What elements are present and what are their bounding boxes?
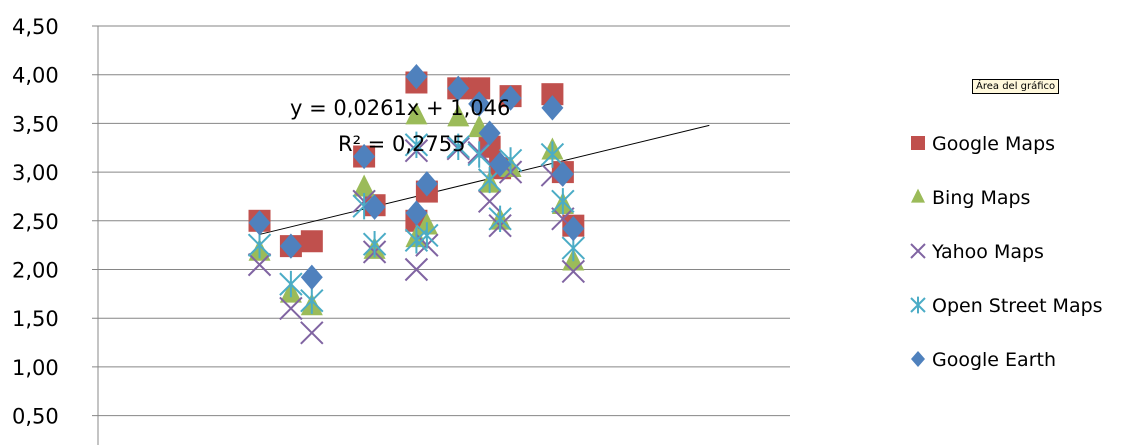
data-point <box>405 63 428 90</box>
legend-label: Open Street Maps <box>932 295 1103 317</box>
data-point <box>489 151 512 177</box>
legend-marker <box>910 243 926 259</box>
data-point <box>541 83 564 106</box>
legend-label: Google Maps <box>932 133 1055 155</box>
legend-item[interactable]: Yahoo Maps <box>910 241 1044 263</box>
trendline-r2: R² = 0,2755 <box>338 132 465 156</box>
data-point <box>551 188 575 215</box>
legend[interactable]: Google Maps Bing Maps Yahoo Maps Open Stree… <box>910 133 1103 371</box>
data-point <box>478 135 501 158</box>
data-point <box>447 75 470 101</box>
data-point <box>353 143 376 170</box>
y-tick-label: 4,00 <box>12 64 59 88</box>
legend-marker <box>911 350 925 368</box>
data-point <box>477 189 502 214</box>
y-tick-label: 3,00 <box>12 161 59 185</box>
data-point <box>405 102 428 125</box>
data-point <box>540 141 565 168</box>
data-point <box>279 270 303 298</box>
data-point <box>300 321 324 345</box>
data-point <box>467 141 491 168</box>
legend-marker <box>911 188 925 203</box>
y-tick-label: 4,50 <box>12 15 59 39</box>
legend-label: Bing Maps <box>932 187 1030 209</box>
data-points <box>247 63 586 345</box>
data-point <box>541 95 564 121</box>
data-point <box>561 259 586 284</box>
legend-item[interactable]: Google Maps <box>911 133 1055 155</box>
data-point <box>446 133 470 160</box>
y-tick-label: 3,50 <box>12 112 59 136</box>
data-point <box>468 91 491 117</box>
data-point <box>363 194 386 220</box>
y-tick-label: 2,00 <box>12 259 59 283</box>
y-tick-label: 0,50 <box>12 405 59 429</box>
legend-item[interactable]: Bing Maps <box>911 187 1030 209</box>
legend-marker <box>910 296 926 314</box>
data-point <box>478 120 501 146</box>
data-point <box>247 231 272 259</box>
trendline <box>259 124 710 235</box>
chart-area-tooltip: Área del gráfico <box>972 79 1060 94</box>
series-open-street-maps <box>247 131 586 314</box>
legend-item[interactable]: Google Earth <box>911 349 1056 371</box>
data-point <box>362 230 387 258</box>
gridlines <box>92 25 790 417</box>
data-point <box>405 200 428 226</box>
data-point <box>300 264 323 290</box>
data-point <box>488 205 512 233</box>
data-point <box>279 296 303 321</box>
data-point <box>447 104 470 127</box>
data-point <box>499 85 522 111</box>
legend-label: Google Earth <box>932 349 1056 371</box>
data-point <box>415 171 438 197</box>
data-point <box>300 230 323 253</box>
data-point <box>300 287 324 314</box>
data-point <box>279 233 302 259</box>
trendline-equation: y = 0,0261x + 1,046 <box>290 96 510 120</box>
data-point <box>404 131 429 159</box>
data-point <box>468 77 491 100</box>
data-point <box>353 174 376 197</box>
data-point <box>415 222 439 249</box>
series-google-earth <box>248 63 585 290</box>
y-tick-label: 1,50 <box>12 307 59 331</box>
data-point <box>248 210 271 236</box>
data-point <box>247 252 272 277</box>
legend-item[interactable]: Open Street Maps <box>910 295 1103 317</box>
y-tick-label: 1,00 <box>12 356 59 380</box>
data-point <box>562 215 585 242</box>
legend-marker <box>911 136 925 150</box>
y-tick-labels: 4,50 4,00 3,50 3,00 2,50 2,00 1,50 1,00 0,50 <box>12 15 59 429</box>
legend-label: Yahoo Maps <box>931 241 1044 263</box>
y-tick-label: 2,50 <box>12 210 59 234</box>
data-point <box>551 161 574 187</box>
data-point <box>404 257 429 282</box>
